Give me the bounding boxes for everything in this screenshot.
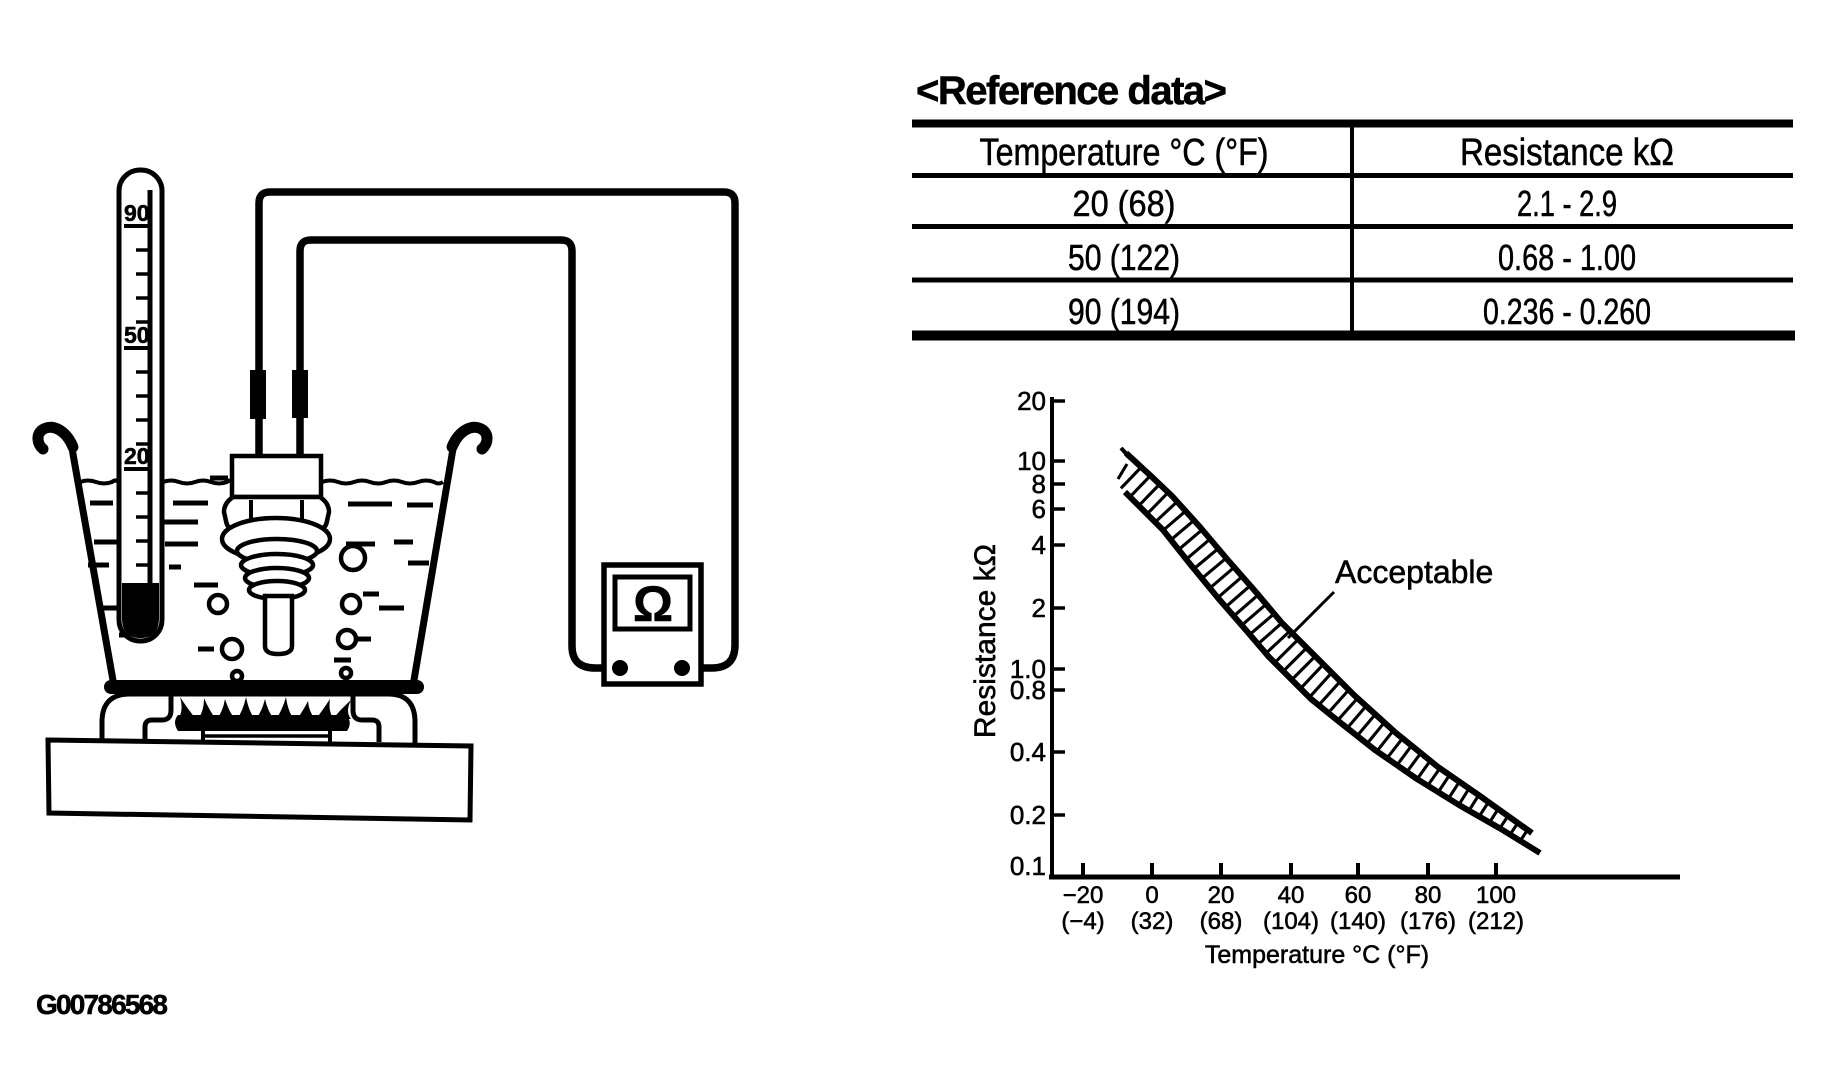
svg-text:(68): (68) [1200,908,1243,935]
svg-text:4: 4 [1032,530,1046,560]
svg-text:0.236 - 0.260: 0.236 - 0.260 [1483,291,1651,332]
svg-text:(140): (140) [1330,908,1386,935]
svg-text:60: 60 [1345,882,1372,909]
svg-text:2: 2 [1032,593,1046,623]
svg-text:Temperature °C (°F): Temperature °C (°F) [980,132,1269,174]
svg-text:0.2: 0.2 [1010,800,1046,830]
svg-text:20 (68): 20 (68) [1073,183,1176,224]
svg-text:100: 100 [1476,882,1516,909]
svg-text:Ω: Ω [633,576,673,632]
svg-text:50: 50 [124,322,150,348]
svg-text:50 (122): 50 (122) [1068,237,1180,278]
svg-text:90: 90 [124,200,150,226]
svg-text:6: 6 [1032,494,1046,524]
svg-text:0.1: 0.1 [1010,851,1046,881]
svg-text:Temperature °C (°F): Temperature °C (°F) [1205,941,1429,969]
svg-text:8: 8 [1032,469,1046,499]
svg-text:(104): (104) [1263,908,1319,935]
svg-text:90 (194): 90 (194) [1068,291,1180,332]
svg-text:0.68 - 1.00: 0.68 - 1.00 [1498,237,1636,278]
svg-text:(212): (212) [1468,908,1524,935]
svg-text:0.8: 0.8 [1010,675,1046,705]
svg-text:<Reference data>: <Reference data> [916,69,1226,113]
svg-text:0: 0 [1145,882,1158,909]
svg-text:Acceptable: Acceptable [1335,554,1493,590]
svg-text:20: 20 [1208,882,1235,909]
svg-text:1.0: 1.0 [1010,654,1046,684]
svg-text:2.1 - 2.9: 2.1 - 2.9 [1517,183,1617,224]
svg-text:Resistance kΩ: Resistance kΩ [1460,132,1674,174]
svg-text:(−4): (−4) [1061,908,1104,935]
svg-text:20: 20 [1017,386,1046,416]
svg-text:−20: −20 [1063,882,1104,909]
svg-text:40: 40 [1278,882,1305,909]
svg-text:0.4: 0.4 [1010,737,1046,767]
svg-text:Resistance kΩ: Resistance kΩ [969,544,1002,738]
svg-text:20: 20 [124,443,150,469]
svg-text:G00786568: G00786568 [36,989,167,1020]
svg-text:80: 80 [1415,882,1442,909]
svg-text:10: 10 [1017,446,1046,476]
svg-text:(32): (32) [1131,908,1174,935]
svg-text:(176): (176) [1400,908,1456,935]
